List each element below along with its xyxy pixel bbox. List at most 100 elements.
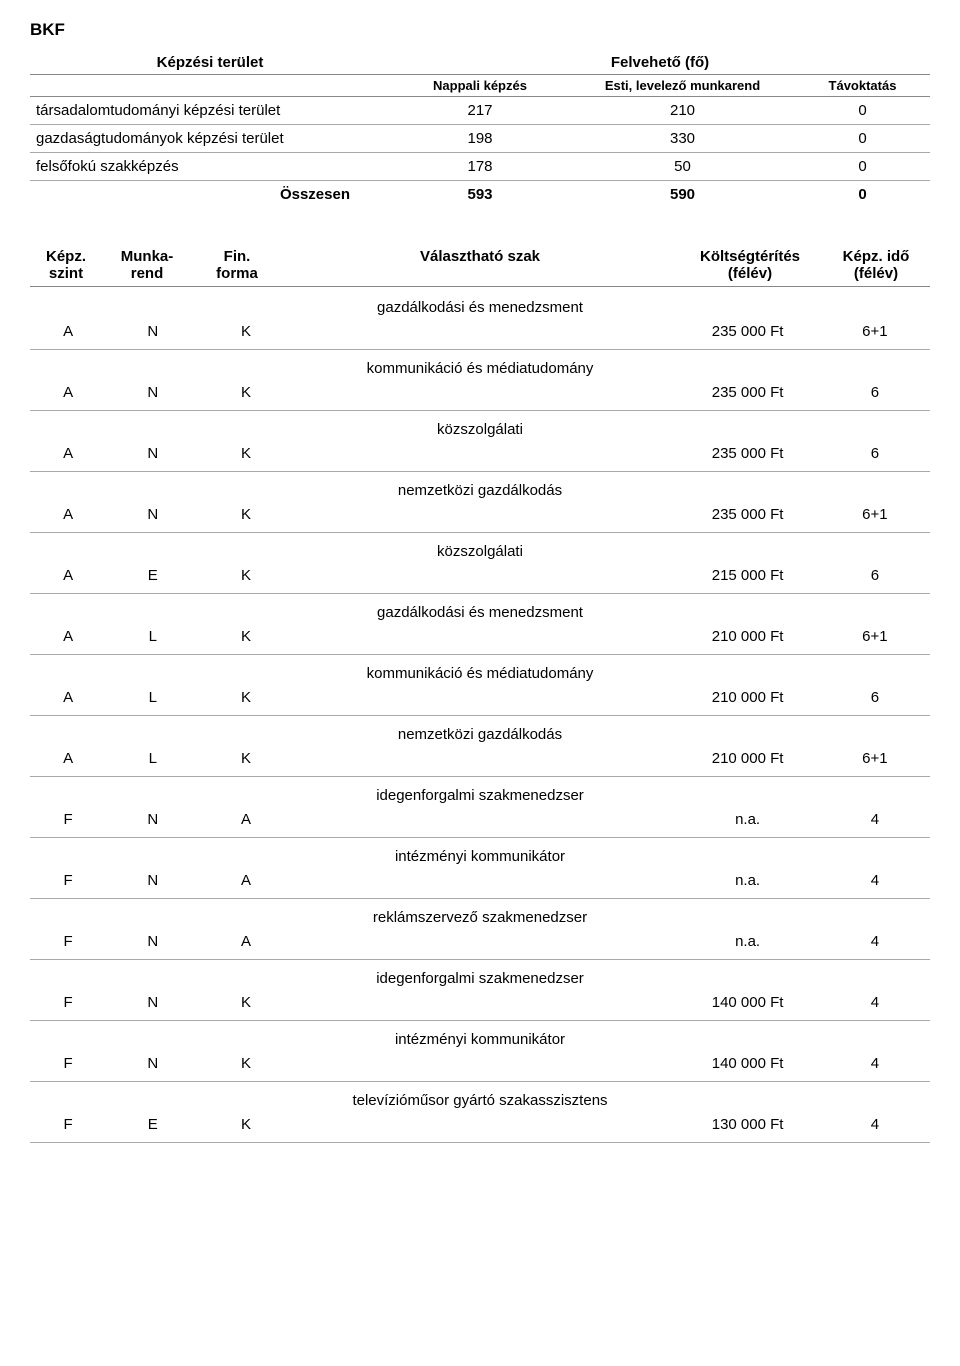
spacer	[293, 451, 676, 457]
program-finform: K	[199, 381, 292, 404]
program-schedule: N	[106, 869, 199, 892]
row-c2: 210	[570, 97, 795, 125]
program-name: gazdálkodási és menedzsment	[282, 602, 678, 625]
program-row: gazdálkodási és menedzsment ALK 210 000 Ft…	[30, 602, 930, 655]
program-name: kommunikáció és médiatudomány	[282, 358, 678, 381]
spacer	[293, 878, 676, 884]
program-row: idegenforgalmi szakmenedzserFNK140 000 F…	[30, 968, 930, 1021]
hdr-schedule: Munka- rend	[102, 248, 192, 282]
program-row: nemzetközi gazdálkodásANK235 000 Ft6+1	[30, 480, 930, 533]
program-cost: 235 000 Ft	[675, 320, 819, 343]
summary-right-header: Felvehető (fő)	[390, 50, 930, 75]
total-c3: 0	[795, 181, 930, 209]
program-duration: 6	[820, 686, 930, 709]
table-row: gazdaságtudományok képzési terület 198 3…	[30, 125, 930, 153]
program-level: A	[30, 625, 106, 648]
spacer	[293, 695, 676, 701]
spacer	[293, 1000, 676, 1006]
program-duration: 4	[820, 991, 930, 1014]
table-row: felsőfokú szakképzés 178 50 0	[30, 153, 930, 181]
program-schedule: L	[106, 747, 199, 770]
spacer	[293, 1061, 676, 1067]
program-finform: K	[199, 1052, 292, 1075]
program-level: F	[30, 808, 106, 831]
row-c3: 0	[795, 97, 930, 125]
program-duration: 4	[820, 1113, 930, 1136]
program-schedule: N	[106, 930, 199, 953]
program-schedule: N	[106, 381, 199, 404]
program-level: F	[30, 869, 106, 892]
doc-code: BKF	[30, 20, 930, 40]
spacer	[293, 939, 676, 945]
spacer	[293, 756, 676, 762]
row-label: felsőfokú szakképzés	[30, 153, 390, 181]
program-schedule: E	[106, 564, 199, 587]
spacer	[293, 329, 676, 335]
row-label: gazdaságtudományok képzési terület	[30, 125, 390, 153]
program-level: A	[30, 503, 106, 526]
total-label: Összesen	[30, 181, 390, 209]
program-row: idegenforgalmi szakmenedzserFNAn.a.4	[30, 785, 930, 838]
program-cost: 140 000 Ft	[675, 991, 819, 1014]
program-finform: K	[199, 747, 292, 770]
program-finform: K	[199, 686, 292, 709]
program-name: nemzetközi gazdálkodás	[282, 480, 678, 503]
program-name: intézményi kommunikátor	[282, 1029, 678, 1052]
row-c1: 178	[390, 153, 570, 181]
spacer	[293, 1122, 676, 1128]
program-level: A	[30, 442, 106, 465]
program-cost: 235 000 Ft	[675, 442, 819, 465]
program-name: gazdálkodási és menedzsment	[282, 297, 678, 320]
program-row: kommunikáció és médiatudományALK210 000 …	[30, 663, 930, 716]
total-c1: 593	[390, 181, 570, 209]
program-finform: K	[199, 442, 292, 465]
program-duration: 4	[820, 1052, 930, 1075]
program-row: reklámszervező szakmenedzserFNAn.a.4	[30, 907, 930, 960]
program-duration: 4	[820, 930, 930, 953]
hdr-duration: Képz. idő (félév)	[822, 248, 930, 282]
program-cost: 210 000 Ft	[675, 686, 819, 709]
spacer	[293, 390, 676, 396]
program-schedule: N	[106, 1052, 199, 1075]
program-duration: 4	[820, 808, 930, 831]
hdr-cost: Költségtérítés (félév)	[678, 248, 822, 282]
program-name: közszolgálati	[282, 419, 678, 442]
program-name: közszolgálati	[282, 541, 678, 564]
summary-sub-header: Nappali képzés Esti, levelező munkarend …	[30, 75, 930, 97]
program-row: közszolgálatiANK235 000 Ft6	[30, 419, 930, 472]
program-duration: 6+1	[820, 625, 930, 648]
program-duration: 6	[820, 442, 930, 465]
summary-table: Képzési terület Felvehető (fő) Nappali k…	[30, 50, 930, 208]
program-duration: 6+1	[820, 747, 930, 770]
row-label: társadalomtudományi képzési terület	[30, 97, 390, 125]
summary-total-row: Összesen 593 590 0	[30, 181, 930, 209]
program-name: televízióműsor gyártó szakasszisztens	[282, 1090, 678, 1113]
program-finform: K	[199, 564, 292, 587]
program-name: idegenforgalmi szakmenedzser	[282, 785, 678, 808]
program-level: A	[30, 381, 106, 404]
program-level: F	[30, 1113, 106, 1136]
table-row: társadalomtudományi képzési terület 217 …	[30, 97, 930, 125]
program-level: A	[30, 320, 106, 343]
program-schedule: N	[106, 503, 199, 526]
summary-left-header: Képzési terület	[30, 50, 390, 75]
program-schedule: E	[106, 1113, 199, 1136]
program-row: intézményi kommunikátorFNAn.a.4	[30, 846, 930, 899]
summary-col1: Nappali képzés	[390, 75, 570, 97]
program-schedule: L	[106, 625, 199, 648]
program-finform: A	[199, 808, 292, 831]
program-name: idegenforgalmi szakmenedzser	[282, 968, 678, 991]
row-c1: 198	[390, 125, 570, 153]
program-row: nemzetközi gazdálkodásALK210 000 Ft6+1	[30, 724, 930, 777]
program-cost: 210 000 Ft	[675, 625, 819, 648]
program-finform: K	[199, 320, 292, 343]
programs-header: Képz. szint Munka- rend Fin. forma Válas…	[30, 248, 930, 287]
program-duration: 6	[820, 381, 930, 404]
program-row: intézményi kommunikátorFNK140 000 Ft4	[30, 1029, 930, 1082]
row-c2: 330	[570, 125, 795, 153]
hdr-finform: Fin. forma	[192, 248, 282, 282]
program-level: F	[30, 1052, 106, 1075]
program-finform: A	[199, 869, 292, 892]
program-finform: K	[199, 625, 292, 648]
program-cost: n.a.	[675, 808, 819, 831]
